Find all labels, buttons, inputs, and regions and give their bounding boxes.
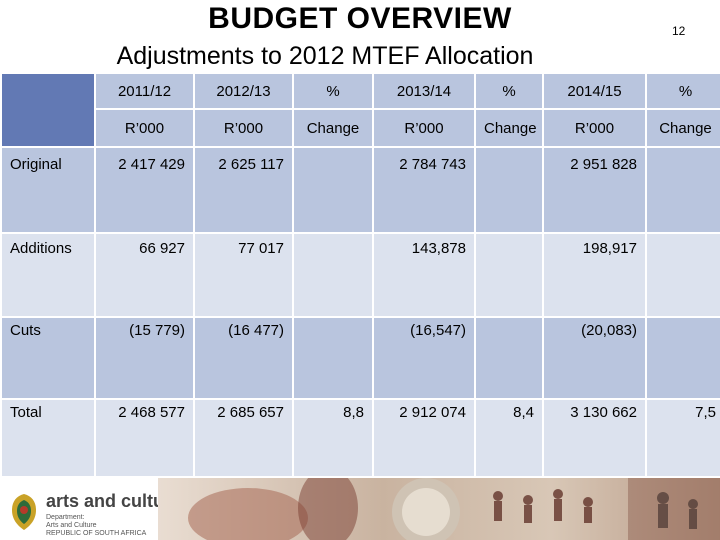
logo-sub-line: Department: [46,514,85,521]
table-cell: 2 784 743 [374,148,474,232]
unit-header: R’000 [374,110,474,146]
table-cell: 2 468 577 [96,400,193,480]
column-header: % [294,74,372,108]
unit-header: R’000 [96,110,193,146]
logo-sub-line: Arts and Culture [46,522,97,529]
table-cell: 77 017 [195,234,292,316]
table-cell [294,148,372,232]
table-row-additions: Additions 66 927 77 017 143,878 198,917 [2,234,720,316]
logo-subtext: Department: Arts and Culture REPUBLIC OF… [46,514,146,538]
table-row-cuts: Cuts (15 779) (16 477) (16,547) (20,083) [2,318,720,398]
budget-table: 2011/12 2012/13 % 2013/14 % 2014/15 % R’… [0,72,720,482]
unit-header: Change [647,110,720,146]
table-row-total: Total 2 468 577 2 685 657 8,8 2 912 074 … [2,400,720,480]
table-cell: 2 951 828 [544,148,645,232]
table-cell [647,234,720,316]
table-cell [476,148,542,232]
column-header: 2014/15 [544,74,645,108]
table-cell [294,234,372,316]
table-cell [647,148,720,232]
row-label: Additions [2,234,94,316]
table-cell: 3 130 662 [544,400,645,480]
column-header: 2012/13 [195,74,292,108]
column-header: % [476,74,542,108]
table-cell: 2 625 117 [195,148,292,232]
table-cell: (15 779) [96,318,193,398]
table-cell [476,318,542,398]
table-cell: 143,878 [374,234,474,316]
table-cell: 2 417 429 [96,148,193,232]
table-corner-cell [2,74,94,146]
cultural-banner-image [158,478,720,540]
table-cell: 198,917 [544,234,645,316]
unit-header: Change [294,110,372,146]
table-cell [476,234,542,316]
logo-sub-line: REPUBLIC OF SOUTH AFRICA [46,530,147,537]
table-cell: 2 912 074 [374,400,474,480]
unit-header: Change [476,110,542,146]
table-cell: 2 685 657 [195,400,292,480]
coat-of-arms-logo [12,494,36,530]
page-subtitle: Adjustments to 2012 MTEF Allocation [0,42,720,71]
table-cell: (16 477) [195,318,292,398]
column-header: 2011/12 [96,74,193,108]
logo-wordmark: arts and culture [46,491,182,511]
table-cell: 7,5 [647,400,720,480]
unit-header: R’000 [544,110,645,146]
row-label: Original [2,148,94,232]
column-header: 2013/14 [374,74,474,108]
table-cell: (20,083) [544,318,645,398]
page-title: BUDGET OVERVIEW [208,2,512,35]
table-row-original: Original 2 417 429 2 625 117 2 784 743 2… [2,148,720,232]
row-label: Cuts [2,318,94,398]
slide-number: 12 [672,24,686,38]
table-cell: (16,547) [374,318,474,398]
table-cell: 8,8 [294,400,372,480]
table-cell: 66 927 [96,234,193,316]
subtitle-text: Adjustments to 2012 MTEF Allocation [116,42,534,70]
table-cell: 8,4 [476,400,542,480]
table-header-row-units: R’000 R’000 Change R’000 Change R’000 Ch… [2,110,720,146]
table-cell [294,318,372,398]
table-cell [647,318,720,398]
column-header: % [647,74,720,108]
row-label: Total [2,400,94,480]
table-header-row-years: 2011/12 2012/13 % 2013/14 % 2014/15 % [2,74,720,146]
unit-header: R’000 [195,110,292,146]
